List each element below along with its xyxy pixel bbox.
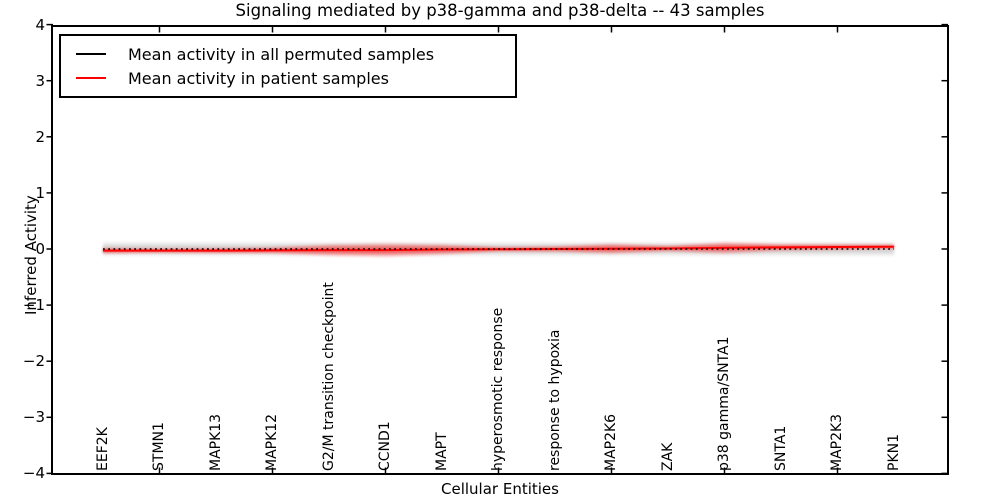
legend-label: Mean activity in all permuted samples xyxy=(128,44,435,64)
y-tick-label: 3 xyxy=(35,71,45,90)
red-line-sample-icon xyxy=(76,77,106,79)
legend-item-patient: Mean activity in patient samples xyxy=(61,69,515,88)
y-tick-label: 4 xyxy=(35,15,45,34)
x-tick-label: STMN1 xyxy=(151,422,167,471)
axis-frame xyxy=(51,25,949,475)
chart-title: Signaling mediated by p38-gamma and p38-… xyxy=(235,1,765,20)
y-tick-label: 1 xyxy=(35,183,45,202)
x-tick-label: MAP2K6 xyxy=(603,413,619,471)
x-tick-label: CCND1 xyxy=(377,421,393,471)
y-tick-label: 0 xyxy=(35,240,45,258)
legend-item-permuted: Mean activity in all permuted samples xyxy=(61,45,515,64)
x-tick-label: ZAK xyxy=(659,442,676,471)
x-tick-label: PKN1 xyxy=(885,433,902,471)
x-axis-label: Cellular Entities xyxy=(441,480,559,498)
x-tick-label: response to hypoxia xyxy=(546,329,563,471)
x-tick-label: hyperosmotic response xyxy=(490,307,506,471)
y-tick-label: −1 xyxy=(22,296,45,315)
y-tick-label: −3 xyxy=(22,408,45,427)
black-line-sample-icon xyxy=(76,53,106,55)
y-tick-label: −2 xyxy=(22,352,45,371)
legend-label: Mean activity in patient samples xyxy=(128,68,389,88)
x-tick-label: MAP2K3 xyxy=(829,413,845,471)
x-tick-label: MAPK12 xyxy=(264,413,280,471)
y-tick-label: −4 xyxy=(22,464,45,483)
legend: Mean activity in all permuted samples Me… xyxy=(59,34,517,98)
x-tick-label: EEF2K xyxy=(94,427,111,471)
x-tick-label: MAPK13 xyxy=(207,413,224,471)
x-tick-label: G2/M transition checkpoint xyxy=(320,282,337,471)
x-tick-label: MAPT xyxy=(433,432,450,471)
y-tick-label: 2 xyxy=(35,127,45,146)
x-tick-label: p38 gamma/SNTA1 xyxy=(716,336,732,472)
x-tick-label: SNTA1 xyxy=(772,425,789,471)
